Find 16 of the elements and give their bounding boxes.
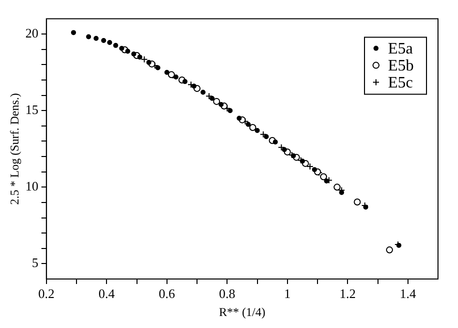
y-tick-label: 5: [32, 255, 38, 270]
x-tick-label: 1.2: [340, 286, 356, 302]
y-tick-label: 10: [25, 178, 38, 194]
x-tick-label: 1.4: [400, 286, 416, 302]
x-axis-title: R** (1/4): [219, 304, 266, 319]
y-tick-label: 20: [25, 26, 38, 41]
x-tick-label: 0.4: [98, 286, 116, 302]
legend-label: E5a: [388, 40, 413, 58]
y-tick-label: 15: [25, 102, 38, 118]
x-tick-label: 1: [284, 286, 291, 302]
x-tick-label: 0.2: [38, 286, 55, 302]
legend-label: E5c: [388, 74, 413, 92]
x-tick-label: 0.6: [158, 286, 176, 302]
y-axis-title: 2.5 * Log (Surf. Dens.): [7, 93, 22, 205]
legend-label: E5b: [388, 58, 414, 75]
x-tick-label: 0.8: [219, 286, 236, 302]
